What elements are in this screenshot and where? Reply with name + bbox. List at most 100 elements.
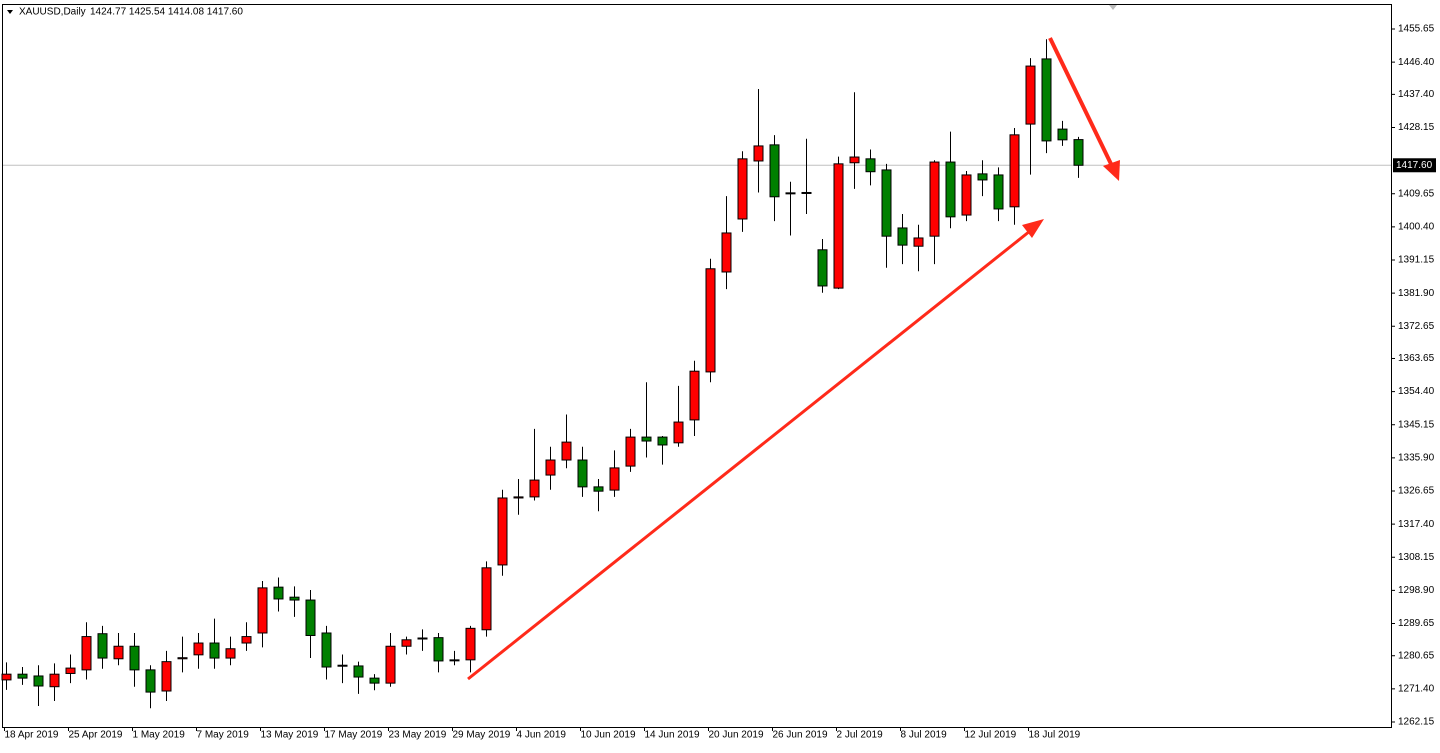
candle-body — [513, 496, 524, 499]
price-label: 1417.60 — [1396, 160, 1433, 171]
y-tick-label: 1298.90 — [1398, 585, 1435, 596]
candle-body — [49, 673, 60, 688]
y-tick-label: 1317.40 — [1398, 519, 1435, 530]
x-tick-label: 13 May 2019 — [261, 730, 319, 741]
candle-body — [817, 249, 828, 287]
y-tick-label: 1271.40 — [1398, 683, 1435, 694]
x-tick-label: 25 Apr 2019 — [69, 730, 123, 741]
y-tick-label: 1372.65 — [1398, 321, 1435, 332]
candle-body — [705, 268, 716, 373]
candle-body — [561, 441, 572, 461]
candle-body — [593, 486, 604, 492]
candle-body — [625, 436, 636, 467]
y-tick-label: 1262.15 — [1398, 717, 1435, 728]
x-tick-label: 10 Jun 2019 — [581, 730, 636, 741]
candle-body — [897, 227, 908, 246]
x-tick-label: 23 May 2019 — [389, 730, 447, 741]
candle-body — [193, 642, 204, 656]
candle-body — [289, 596, 300, 601]
scroll-marker — [1109, 5, 1117, 10]
ohlc-label: 1424.77 1425.54 1414.08 1417.60 — [90, 7, 243, 18]
candle-body — [753, 145, 764, 162]
candle-body — [353, 665, 364, 678]
candle-body — [145, 669, 156, 693]
price-label-box — [1393, 158, 1436, 173]
x-tick-label: 14 Jun 2019 — [645, 730, 700, 741]
x-tick-label: 1 May 2019 — [133, 730, 186, 741]
candle-body — [241, 636, 252, 644]
plot: 1262.15 1271.40 1280.65 1289.65 1298.90 1308.… — [1, 24, 1436, 741]
x-tick-label: 7 May 2019 — [197, 730, 250, 741]
plot-frame — [2, 4, 1392, 728]
candle-body — [17, 673, 28, 679]
candle-body — [673, 421, 684, 444]
candle-body — [417, 637, 428, 640]
candle-body — [497, 497, 508, 566]
candle-body — [865, 158, 876, 173]
up-arrow-head — [1022, 219, 1044, 238]
y-tick-label: 1345.15 — [1398, 419, 1435, 430]
candle-body — [721, 232, 732, 273]
y-tick-label: 1428.15 — [1398, 122, 1435, 133]
y-tick-label: 1381.90 — [1398, 288, 1435, 299]
candle-body — [1, 673, 12, 681]
x-tick-label: 4 Jun 2019 — [517, 730, 567, 741]
candle-body — [961, 174, 972, 216]
candle-body — [81, 636, 92, 671]
x-tick-label: 17 May 2019 — [325, 730, 383, 741]
x-tick-label: 26 Jun 2019 — [773, 730, 828, 741]
candle-body — [929, 161, 940, 237]
menu-arrow — [7, 10, 13, 14]
candle-body — [1041, 58, 1052, 142]
candle-body — [161, 661, 172, 692]
candle-body — [881, 169, 892, 237]
candle-body — [433, 637, 444, 662]
candle-body — [401, 639, 412, 647]
annotation-arrows — [467, 37, 1120, 681]
candle-body — [257, 587, 268, 634]
candle-body — [481, 567, 492, 631]
x-tick-label: 2 Jul 2019 — [837, 730, 884, 741]
candle-body — [737, 158, 748, 220]
candle-body — [385, 645, 396, 684]
candle-body — [689, 370, 700, 421]
candle-body — [609, 467, 620, 491]
y-tick-label: 1280.65 — [1398, 650, 1435, 661]
candle-body — [321, 632, 332, 668]
candle-body — [465, 627, 476, 661]
candle-body — [1025, 65, 1036, 125]
y-tick-label: 1363.65 — [1398, 353, 1435, 364]
candle-body — [801, 191, 812, 194]
candle-body — [785, 192, 796, 195]
candle-body — [641, 436, 652, 442]
candle-body — [1073, 139, 1084, 166]
y-tick-label: 1400.40 — [1398, 222, 1435, 233]
candle-body — [1057, 128, 1068, 141]
candle-body — [945, 161, 956, 218]
candle-body — [657, 436, 668, 446]
candle-body — [305, 599, 316, 636]
candle-body — [449, 659, 460, 662]
candle-body — [225, 648, 236, 659]
candle-body — [33, 675, 44, 687]
y-tick-label: 1354.40 — [1398, 386, 1435, 397]
candle-body — [177, 657, 188, 660]
candle-body — [849, 156, 860, 164]
y-tick-label: 1308.15 — [1398, 552, 1435, 563]
candle-body — [913, 237, 924, 247]
x-tick-label: 20 Jun 2019 — [709, 730, 764, 741]
x-tick-label: 18 Apr 2019 — [5, 730, 59, 741]
candle-body — [833, 163, 844, 289]
candle-body — [977, 173, 988, 181]
x-tick-label: 29 May 2019 — [453, 730, 511, 741]
candle-body — [369, 677, 380, 684]
down-arrow-head — [1103, 160, 1120, 181]
y-tick-label: 1437.40 — [1398, 89, 1435, 100]
x-tick-label: 12 Jul 2019 — [965, 730, 1017, 741]
candle-body — [113, 645, 124, 660]
y-tick-label: 1409.65 — [1398, 188, 1435, 199]
candle-body — [129, 645, 140, 671]
symbol-label: XAUUSD,Daily — [19, 7, 86, 18]
y-tick-label: 1446.40 — [1398, 57, 1435, 68]
x-tick-label: 8 Jul 2019 — [901, 730, 948, 741]
